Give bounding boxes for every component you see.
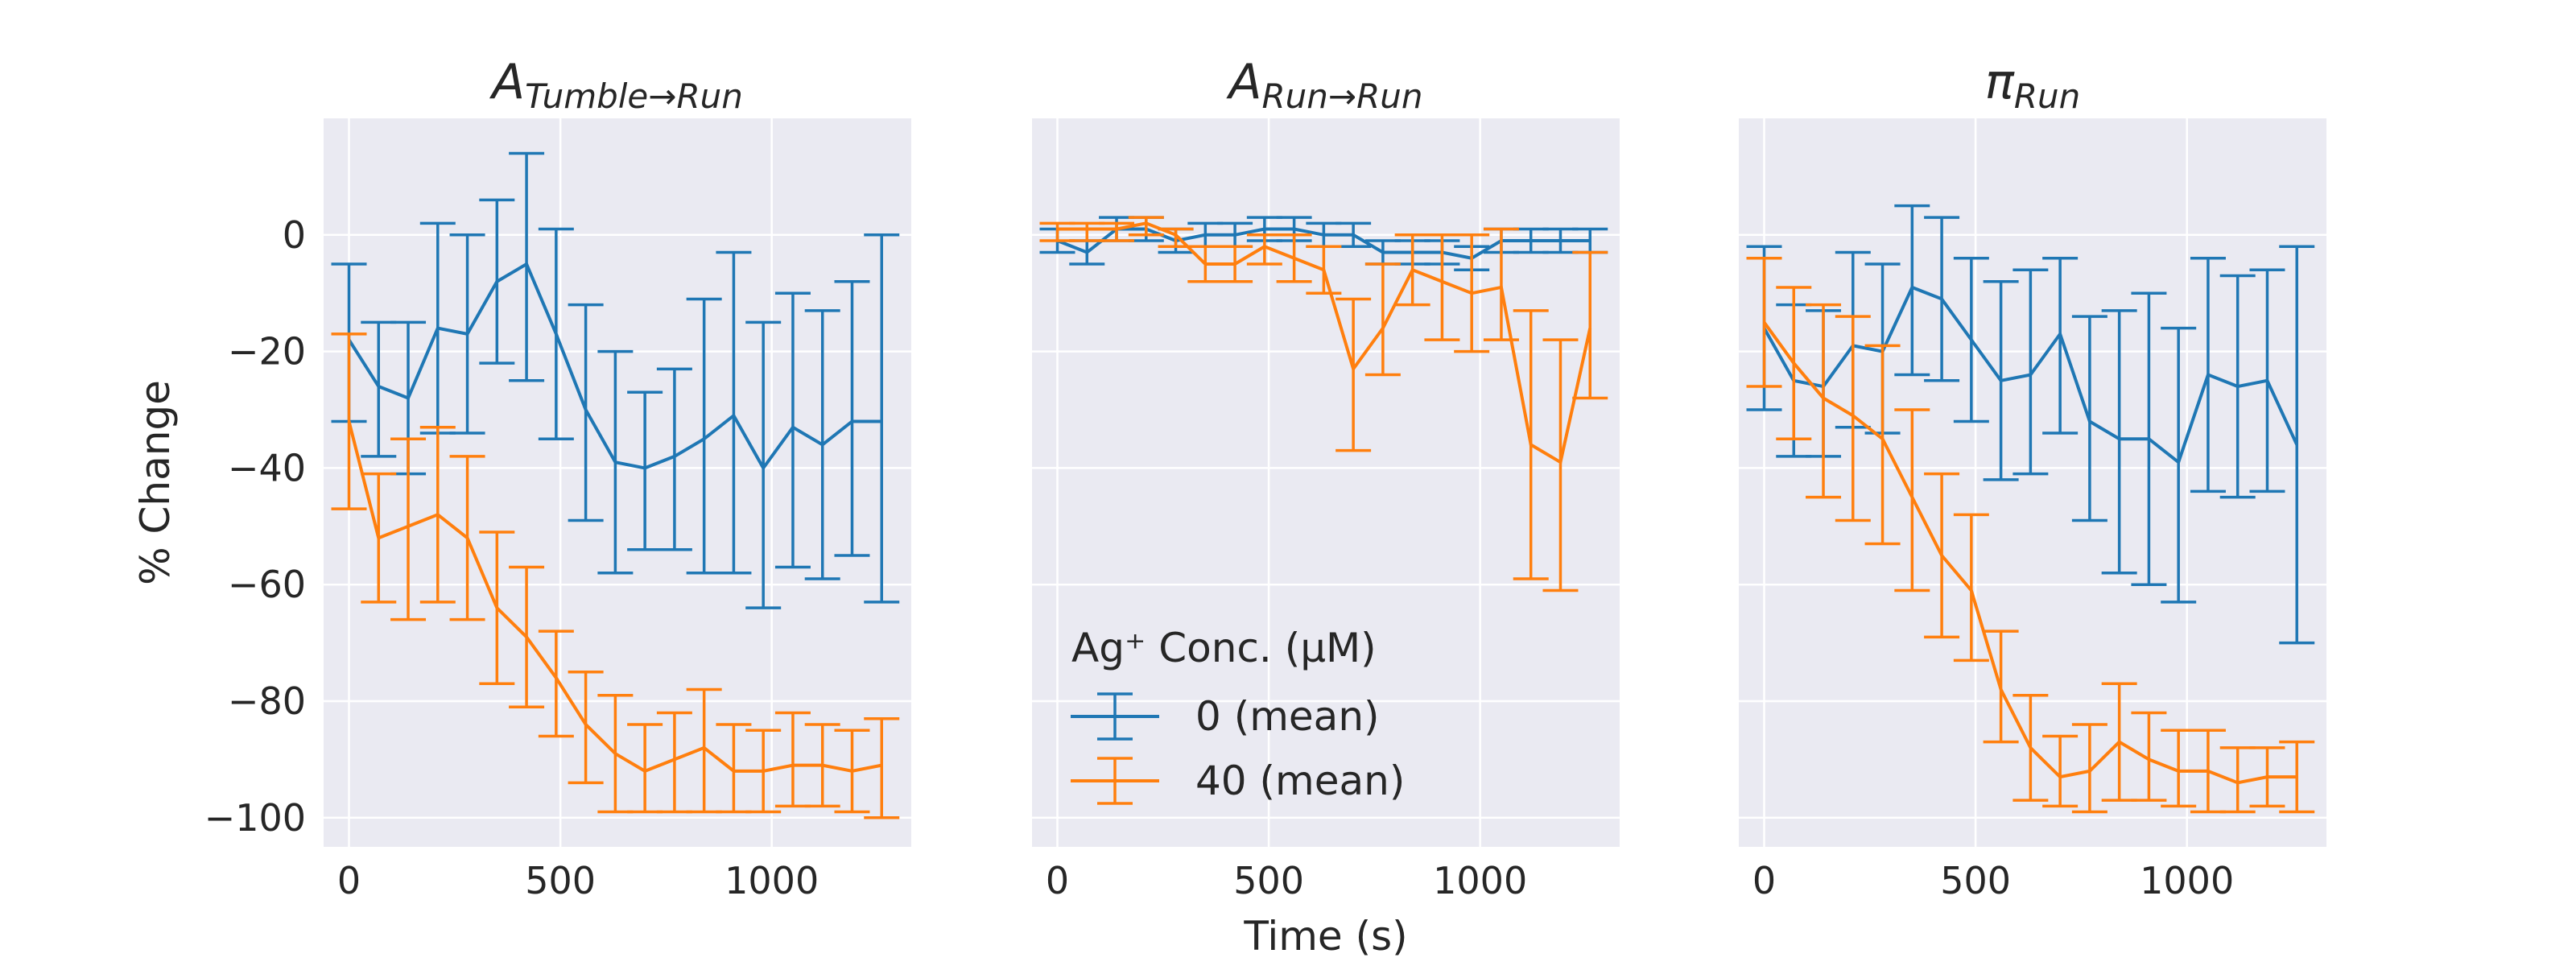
mean-line — [347, 420, 882, 774]
y-tick-label: −40 — [228, 446, 306, 489]
x-axis-label: Time (s) — [1243, 913, 1407, 960]
y-tick-label: −60 — [228, 563, 306, 606]
mean-line — [1762, 321, 2297, 785]
y-tick-label: 0 — [283, 213, 306, 257]
mean-line — [347, 262, 882, 472]
x-tick-label: 1000 — [724, 859, 819, 902]
x-tick-label: 1000 — [1433, 859, 1527, 902]
panel-title: ATumble→Run — [489, 54, 743, 116]
panel-3: 0 500 1000 πRun — [1739, 54, 2326, 902]
x-tick-label: 0 — [337, 859, 361, 902]
x-tick-label: 500 — [1940, 859, 2011, 902]
series-40-panel-1 — [331, 332, 900, 819]
legend-label: 0 (mean) — [1195, 693, 1380, 740]
panel-1: 0 500 1000 0 −20 −40 −60 −80 −100 ATumble→Run — [204, 54, 911, 902]
mean-line — [1057, 221, 1592, 465]
legend-entry: 0 (mean) — [1071, 692, 1380, 741]
x-tick-label: 1000 — [2140, 859, 2234, 902]
y-tick-label: −100 — [204, 796, 306, 840]
series-0-panel-3 — [1746, 204, 2315, 645]
panel-2: 0 500 1000 ARun→Run — [1032, 54, 1620, 902]
legend-label: 40 (mean) — [1195, 758, 1405, 804]
plot-area — [1739, 118, 2326, 847]
panel-title: πRun — [1985, 54, 2081, 116]
legend: Ag⁺ Conc. (μM) 0 (mean) 40 (mean) — [1071, 625, 1405, 805]
y-axis-label: % Change — [132, 380, 179, 585]
x-tick-label: 0 — [1752, 859, 1776, 902]
y-tick-label: −20 — [228, 330, 306, 374]
y-tick-label: −80 — [228, 679, 306, 723]
series-40-panel-2 — [1039, 216, 1608, 592]
series-40-panel-3 — [1746, 257, 2315, 814]
legend-entry: 40 (mean) — [1071, 757, 1405, 805]
x-tick-label: 500 — [1233, 859, 1304, 902]
x-tick-label: 0 — [1046, 859, 1069, 902]
x-tick-label: 500 — [525, 859, 596, 902]
legend-title: Ag⁺ Conc. (μM) — [1071, 625, 1377, 671]
panel-title: ARun→Run — [1225, 54, 1422, 116]
